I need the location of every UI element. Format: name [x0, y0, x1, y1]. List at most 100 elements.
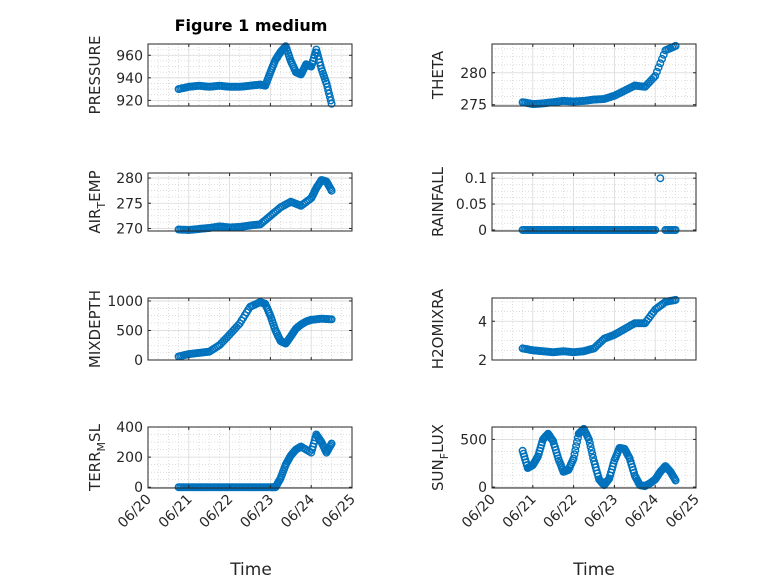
y-tick-label: 280	[116, 171, 143, 187]
axes-box	[491, 426, 697, 489]
data-point	[586, 442, 595, 451]
y-tick-label: 280	[460, 66, 487, 82]
data-point	[327, 315, 336, 324]
y-tick-label: 0	[134, 353, 143, 369]
axes-box	[147, 297, 353, 361]
axes-box	[491, 172, 697, 232]
y-tick-label: 0	[134, 480, 143, 496]
y-tick-label: 275	[460, 98, 487, 114]
x-tick-label: 06/25	[663, 492, 703, 532]
data-point	[327, 186, 336, 195]
y-axis-label-main: AIR	[86, 209, 104, 234]
y-tick-label: 940	[116, 71, 143, 87]
y-tick-label: 275	[116, 196, 143, 212]
y-tick-label: 960	[116, 48, 143, 64]
y-axis-label-main: H2OMIXRA	[429, 288, 447, 369]
y-tick-label: 920	[116, 93, 143, 109]
y-axis-label-main: THETA	[429, 50, 447, 100]
data-point	[658, 54, 667, 63]
y-axis-label: TERRMSL	[86, 423, 108, 492]
y-axis-label-main: PRESSURE	[86, 36, 104, 115]
x-tick-label: 06/24	[278, 491, 318, 531]
data-point	[671, 225, 680, 234]
x-tick-label: 06/24	[622, 491, 662, 531]
data-point	[570, 450, 579, 459]
y-tick-label: 0	[478, 223, 487, 239]
subplot-pressure: 920 940 960 PRESSURE	[86, 36, 353, 115]
axes-box	[491, 297, 697, 361]
subplot-sun: 0 500 SUNFLUX 06/20 06/21 06/22 06/23 06/24 06/2…	[429, 424, 703, 531]
y-tick-label: 200	[116, 450, 143, 466]
y-axis-label-main: SUN	[429, 459, 447, 491]
y-axis-label: THETA	[429, 50, 447, 100]
data-point	[671, 476, 680, 485]
y-axis-label: RAINFALL	[429, 166, 447, 237]
y-axis-label-subscript: F	[438, 453, 451, 459]
y-axis-label-subscript: M	[95, 442, 108, 452]
x-tick-label: 06/20	[459, 492, 499, 532]
data-point	[654, 63, 663, 72]
y-tick-label: 2	[478, 353, 487, 369]
y-tick-label: 0.1	[465, 171, 487, 187]
plot-area	[492, 173, 696, 231]
data-point	[569, 454, 578, 463]
data-point	[588, 450, 597, 459]
data-point	[671, 41, 680, 50]
y-axis-label-suffix: EMP	[86, 170, 104, 201]
y-axis-label-subscript: T	[95, 202, 108, 210]
y-tick-label: 0	[478, 480, 487, 496]
data-point	[572, 442, 581, 451]
data-point	[649, 73, 658, 82]
x-tick-label: 06/23	[237, 492, 277, 532]
y-axis-label: H2OMIXRA	[429, 288, 447, 369]
y-axis-label: SUNFLUX	[429, 424, 451, 491]
subplot-h2omixra: 2 4 H2OMIXRA	[429, 288, 697, 369]
x-tick-label: 06/22	[197, 492, 237, 532]
x-tick-label: 06/25	[319, 492, 359, 532]
x-axis-label-right: Time	[572, 560, 615, 580]
data-point	[327, 439, 336, 448]
y-axis-label: PRESSURE	[86, 36, 104, 115]
x-tick-label: 06/22	[541, 492, 581, 532]
y-axis-label: AIRTEMP	[86, 170, 108, 233]
data-point	[585, 439, 594, 448]
axes-box	[147, 43, 353, 107]
data-point	[651, 225, 660, 234]
subplot-theta: 275 280 THETA	[429, 41, 697, 114]
y-tick-label: 1000	[107, 294, 143, 310]
axes-box	[147, 172, 353, 232]
subplot-air: 270 275 280 AIRTEMP	[86, 170, 353, 237]
x-tick-label: 06/21	[500, 492, 540, 532]
data-point	[326, 96, 335, 105]
data-point	[651, 71, 660, 80]
subplot-grid: 920 940 960 PRESSURE 275 280 THETA 270 275 280 AIR…	[86, 36, 703, 532]
data-point	[584, 435, 593, 444]
y-axis-label-main: TERR	[86, 451, 104, 492]
y-tick-label: 270	[116, 221, 143, 237]
y-tick-label: 400	[116, 420, 143, 436]
x-tick-label: 06/20	[115, 492, 155, 532]
data-point	[327, 99, 336, 108]
y-axis-label-main: RAINFALL	[429, 166, 447, 237]
data-point	[571, 446, 580, 455]
y-tick-label: 0.05	[456, 197, 487, 213]
data-point	[573, 437, 582, 446]
data-point	[656, 174, 665, 183]
data-point	[671, 295, 680, 304]
y-tick-label: 500	[460, 432, 487, 448]
subplot-terr: 0 200 400 TERRMSL 06/20 06/21 06/22 06/23 06/24 0…	[86, 420, 359, 531]
y-axis-label-main: MIXDEPTH	[86, 290, 104, 368]
y-tick-label: 500	[116, 323, 143, 339]
axes-box	[491, 43, 697, 107]
x-axis-label-left: Time	[229, 560, 272, 580]
data-point	[587, 446, 596, 455]
y-axis-label: MIXDEPTH	[86, 290, 104, 368]
x-tick-label: 06/23	[581, 492, 621, 532]
x-tick-label: 06/21	[156, 492, 196, 532]
y-axis-label-suffix: SL	[86, 423, 104, 442]
data-point	[652, 67, 661, 76]
y-axis-label-suffix: LUX	[429, 424, 447, 453]
data-point	[656, 59, 665, 68]
